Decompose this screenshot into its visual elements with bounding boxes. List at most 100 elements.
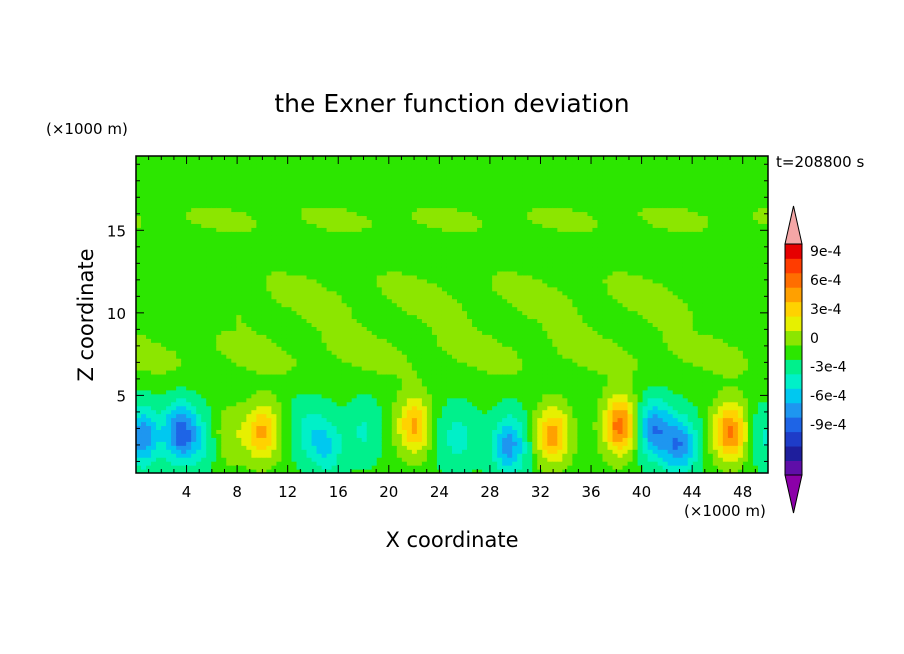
field-cell bbox=[261, 219, 268, 224]
field-cell bbox=[171, 207, 177, 213]
field-cell bbox=[151, 429, 157, 434]
field-cell bbox=[166, 282, 172, 288]
field-cell bbox=[416, 259, 423, 264]
field-cell bbox=[411, 266, 418, 272]
field-cell bbox=[181, 469, 187, 473]
field-cell bbox=[416, 393, 423, 399]
field-cell bbox=[326, 175, 333, 181]
field-cell bbox=[156, 429, 162, 434]
field-cell bbox=[226, 358, 232, 363]
field-cell bbox=[431, 290, 438, 296]
field-cell bbox=[191, 227, 197, 232]
field-cell bbox=[286, 266, 293, 272]
field-cell bbox=[261, 469, 268, 473]
field-cell bbox=[331, 310, 338, 316]
field-cell bbox=[231, 270, 237, 276]
field-cell bbox=[206, 385, 212, 391]
field-cell bbox=[351, 187, 358, 193]
field-cell bbox=[396, 449, 403, 454]
field-cell bbox=[271, 159, 278, 165]
field-cell bbox=[331, 421, 338, 427]
field-cell bbox=[426, 163, 433, 169]
field-cell bbox=[176, 223, 182, 228]
field-cell bbox=[401, 290, 408, 296]
field-cell bbox=[201, 255, 207, 260]
field-cell bbox=[326, 211, 333, 217]
field-cell bbox=[251, 366, 257, 371]
field-cell bbox=[311, 286, 318, 292]
field-cell bbox=[236, 469, 242, 473]
field-cell bbox=[181, 298, 187, 304]
field-cell bbox=[321, 366, 328, 371]
field-cell bbox=[316, 195, 323, 201]
field-cell bbox=[341, 298, 348, 304]
field-cell bbox=[176, 167, 182, 173]
field-cell bbox=[446, 385, 453, 391]
field-cell bbox=[431, 294, 438, 300]
field-cell bbox=[216, 429, 222, 434]
field-cell bbox=[391, 286, 398, 292]
field-cell bbox=[241, 338, 247, 343]
field-cell bbox=[316, 314, 323, 320]
field-cell bbox=[411, 449, 418, 454]
field-cell bbox=[211, 167, 217, 173]
field-cell bbox=[161, 366, 167, 371]
field-cell bbox=[371, 441, 378, 446]
field-cell bbox=[241, 465, 247, 470]
field-cell bbox=[316, 286, 323, 292]
field-cell bbox=[296, 437, 303, 442]
field-cell bbox=[326, 385, 333, 391]
field-cell bbox=[276, 251, 283, 256]
field-cell bbox=[311, 362, 318, 367]
field-cell bbox=[331, 350, 338, 355]
field-cell bbox=[326, 445, 333, 450]
field-cell bbox=[216, 373, 222, 379]
field-cell bbox=[191, 231, 197, 236]
field-cell bbox=[146, 330, 152, 335]
field-cell bbox=[391, 171, 398, 177]
field-cell bbox=[176, 350, 182, 355]
field-cell bbox=[256, 282, 262, 288]
field-cell bbox=[316, 453, 323, 458]
field-cell bbox=[426, 274, 433, 280]
field-cell bbox=[426, 405, 433, 411]
field-cell bbox=[421, 243, 428, 248]
field-cell bbox=[161, 405, 167, 411]
field-cell bbox=[296, 425, 303, 431]
field-cell bbox=[206, 342, 212, 347]
field-cell bbox=[436, 163, 443, 169]
field-cell bbox=[396, 215, 403, 220]
field-cell bbox=[286, 167, 293, 173]
field-cell bbox=[306, 381, 313, 387]
field-cell bbox=[371, 421, 378, 427]
field-cell bbox=[326, 358, 333, 363]
field-cell bbox=[136, 350, 142, 355]
field-cell bbox=[191, 274, 197, 280]
field-cell bbox=[316, 199, 323, 205]
field-cell bbox=[141, 441, 147, 446]
field-cell bbox=[371, 156, 378, 161]
field-cell bbox=[386, 350, 393, 355]
field-cell bbox=[236, 369, 242, 375]
field-cell bbox=[206, 306, 212, 312]
field-cell bbox=[331, 373, 338, 379]
field-cell bbox=[416, 282, 423, 288]
field-cell bbox=[266, 409, 273, 415]
field-cell bbox=[441, 195, 448, 201]
field-cell bbox=[286, 286, 293, 292]
field-cell bbox=[286, 457, 293, 462]
field-cell bbox=[431, 278, 438, 284]
field-cell bbox=[161, 187, 167, 193]
field-cell bbox=[396, 282, 403, 288]
field-cell bbox=[216, 278, 222, 284]
field-cell bbox=[151, 243, 157, 248]
field-cell bbox=[261, 358, 268, 363]
field-cell bbox=[361, 330, 368, 335]
field-cell bbox=[271, 334, 278, 339]
field-cell bbox=[221, 259, 227, 264]
field-cell bbox=[176, 366, 182, 371]
field-cell bbox=[301, 425, 308, 431]
field-cell bbox=[291, 239, 298, 244]
field-cell bbox=[381, 417, 388, 423]
field-cell bbox=[371, 306, 378, 312]
